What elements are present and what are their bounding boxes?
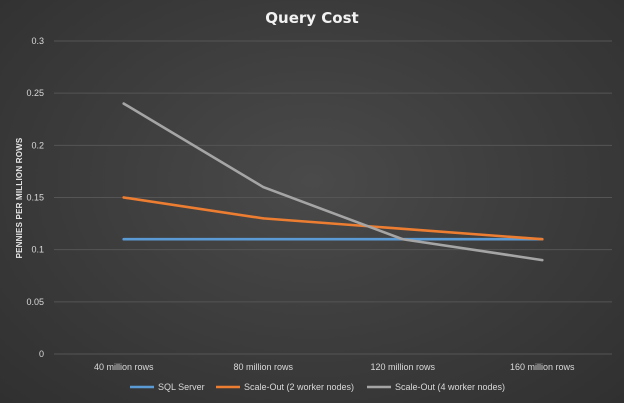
x-tick-label: 160 million rows bbox=[510, 362, 575, 372]
data-point bbox=[262, 217, 265, 220]
data-point bbox=[401, 227, 404, 230]
gridlines bbox=[54, 40, 612, 355]
y-tick-label: 0.25 bbox=[26, 88, 44, 98]
data-point bbox=[122, 196, 125, 199]
chart-title: Query Cost bbox=[265, 9, 358, 27]
series-line-2 bbox=[122, 196, 544, 241]
legend-label: SQL Server bbox=[158, 382, 205, 392]
data-point bbox=[122, 238, 125, 241]
x-tick-label: 80 million rows bbox=[233, 362, 293, 372]
x-tick-label: 40 million rows bbox=[94, 362, 154, 372]
legend-label: Scale-Out (4 worker nodes) bbox=[395, 382, 505, 392]
x-tick-label: 120 million rows bbox=[370, 362, 435, 372]
y-tick-label: 0 bbox=[39, 349, 44, 359]
data-point bbox=[541, 258, 544, 262]
y-tick-labels: 0 0.05 0.1 0.15 0.2 0.25 0.3 bbox=[26, 36, 44, 359]
data-point bbox=[262, 238, 265, 241]
legend: SQL Server Scale-Out (2 worker nodes) Scal… bbox=[130, 382, 505, 392]
legend-label: Scale-Out (2 worker nodes) bbox=[244, 382, 354, 392]
data-point bbox=[122, 102, 125, 105]
y-tick-label: 0.1 bbox=[31, 245, 44, 255]
y-tick-label: 0.3 bbox=[31, 36, 44, 46]
series-lines bbox=[122, 102, 544, 262]
y-tick-label: 0.15 bbox=[26, 193, 44, 203]
data-point bbox=[401, 238, 404, 241]
data-point bbox=[262, 185, 265, 189]
x-tick-labels: 40 million rows 80 million rows 120 millio… bbox=[94, 362, 575, 372]
series-line-3 bbox=[122, 102, 544, 262]
y-tick-label: 0.2 bbox=[31, 140, 44, 150]
y-axis-label: PENNIES PER MILLION ROWS bbox=[15, 137, 24, 258]
data-point bbox=[541, 238, 544, 241]
y-tick-label: 0.05 bbox=[26, 297, 44, 307]
